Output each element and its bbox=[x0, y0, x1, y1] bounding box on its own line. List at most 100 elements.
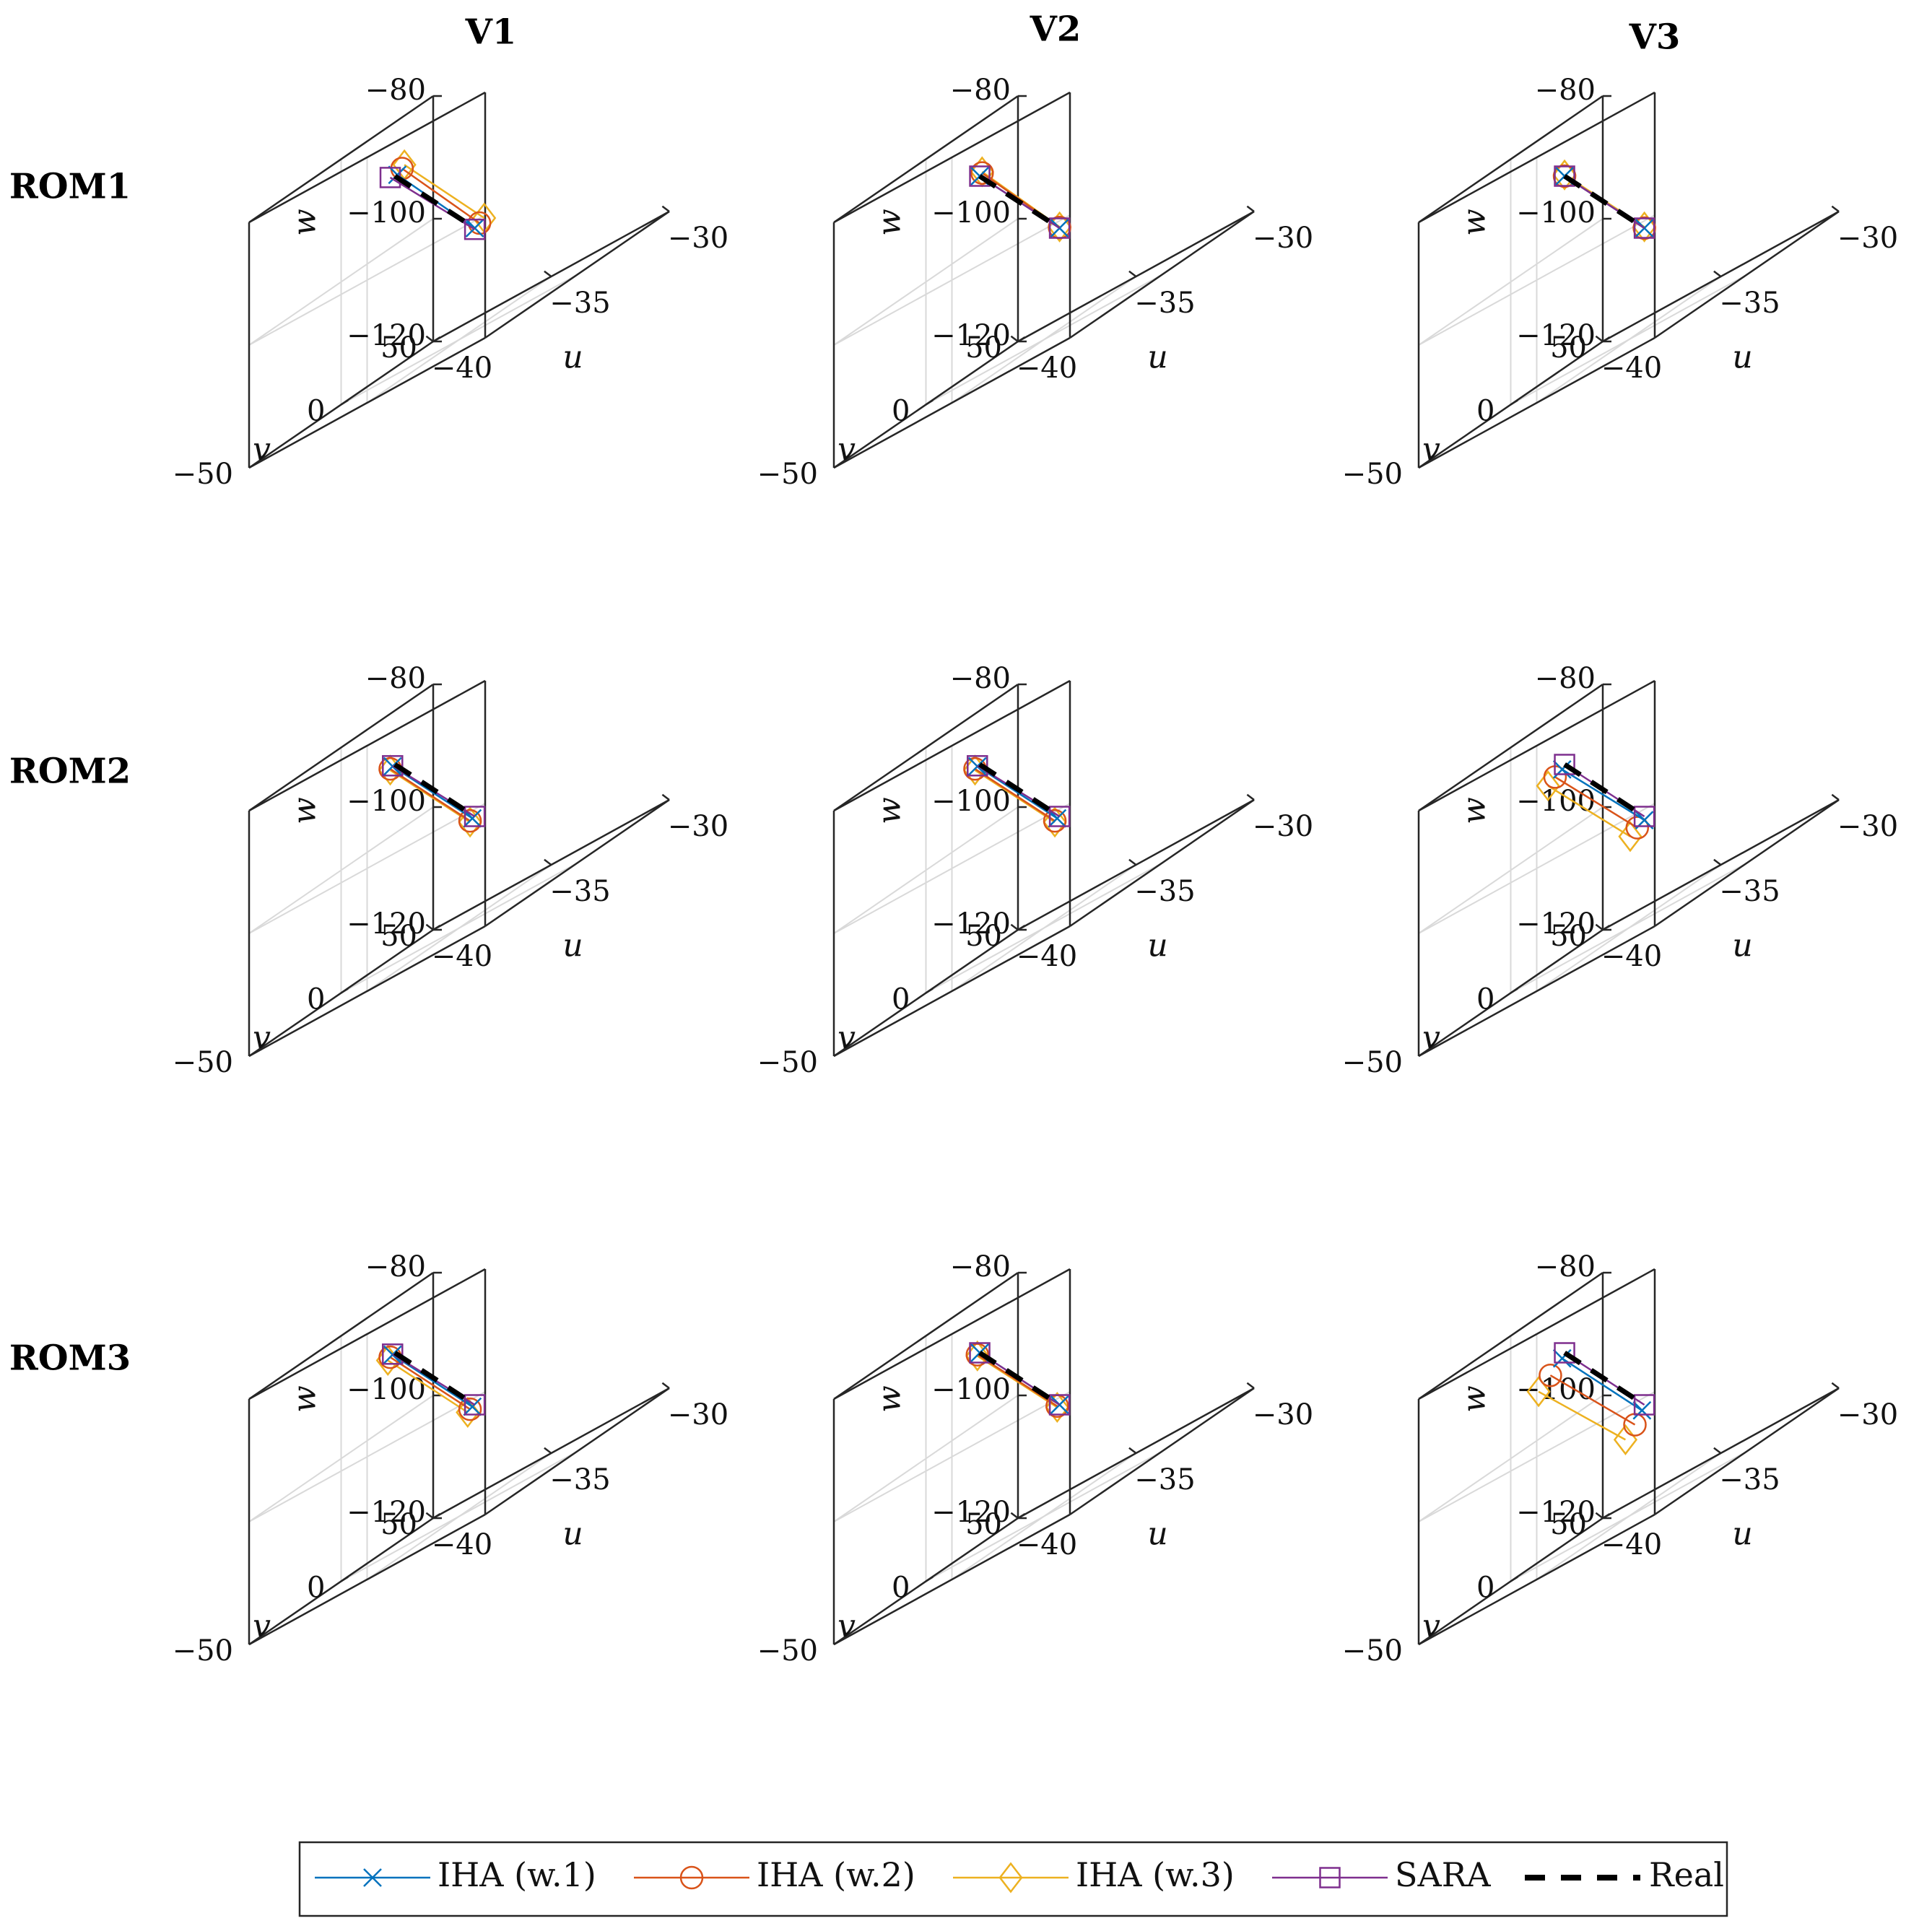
y-tick bbox=[432, 924, 441, 931]
z-axis-label: w bbox=[871, 209, 908, 236]
y-axis-label: v bbox=[253, 1608, 271, 1644]
series-line-real bbox=[1563, 762, 1646, 819]
box-edge bbox=[248, 679, 486, 812]
x-axis-label: u bbox=[562, 339, 583, 376]
legend-swatch-marker bbox=[998, 1862, 1023, 1894]
column-title-v3: V3 bbox=[1629, 17, 1681, 58]
x-tick-label: −35 bbox=[1719, 287, 1780, 320]
grid-line bbox=[248, 218, 434, 346]
legend-swatch-marker bbox=[1319, 1867, 1341, 1888]
panel-rom2-v2: −120 −100 −80 −50 0 50 −40 −35 −30 w v u bbox=[757, 662, 1314, 1079]
y-tick-label: 0 bbox=[307, 1572, 325, 1605]
x-tick-label: −30 bbox=[668, 810, 728, 843]
y-tick bbox=[1602, 924, 1611, 931]
y-tick-label: −50 bbox=[1342, 1046, 1403, 1079]
panel-rom1-v3: −120 −100 −80 −50 0 50 −40 −35 −30 w v u bbox=[1342, 74, 1899, 491]
box-edge bbox=[1654, 1387, 1840, 1516]
x-tick-label: −40 bbox=[432, 1528, 492, 1561]
y-tick bbox=[248, 1639, 257, 1646]
x-tick bbox=[1713, 858, 1722, 866]
x-tick-label: −30 bbox=[1837, 810, 1898, 843]
series-line-real bbox=[1563, 174, 1646, 230]
series-line-iha-w-3 bbox=[1547, 785, 1631, 837]
legend-entry-sara: SARA bbox=[1272, 1855, 1491, 1894]
y-tick bbox=[432, 1512, 441, 1520]
legend-label: IHA (w.3) bbox=[1076, 1855, 1235, 1894]
box-edge bbox=[833, 91, 1071, 224]
z-axis-label: w bbox=[1456, 1385, 1493, 1413]
series-marker-iha-w-3 bbox=[1552, 159, 1577, 191]
x-tick-label: −30 bbox=[1253, 810, 1313, 843]
z-tick-label: −80 bbox=[365, 74, 426, 107]
grid-line bbox=[926, 862, 1162, 994]
z-axis-label: w bbox=[1456, 797, 1493, 824]
series-marker-iha-w-2 bbox=[458, 809, 482, 833]
y-tick-label: 0 bbox=[307, 983, 325, 1016]
series-marker-iha-w-2 bbox=[1539, 1363, 1562, 1387]
series-marker-sara bbox=[1048, 806, 1071, 827]
y-tick-label: 50 bbox=[380, 1508, 417, 1541]
y-tick-label: 0 bbox=[1476, 983, 1494, 1016]
series-line-iha-w-2 bbox=[389, 768, 471, 822]
grid-line bbox=[1510, 862, 1747, 994]
x-tick-label: −40 bbox=[432, 940, 492, 973]
grid-line bbox=[341, 274, 578, 406]
y-tick bbox=[1017, 336, 1026, 343]
series-marker-iha-w-2 bbox=[1552, 164, 1577, 188]
y-tick bbox=[1418, 462, 1427, 469]
grid-line bbox=[833, 1395, 1019, 1522]
panel-rom1-v1: −120 −100 −80 −50 0 50 −40 −35 −30 w v u bbox=[173, 74, 729, 491]
z-axis-label: w bbox=[1456, 209, 1493, 236]
box-edge bbox=[833, 679, 1071, 812]
box-edge bbox=[248, 925, 486, 1058]
z-tick-label: −80 bbox=[1535, 74, 1596, 107]
y-tick-label: 50 bbox=[1550, 920, 1587, 953]
box-edge bbox=[833, 336, 1071, 469]
series-marker-sara bbox=[464, 806, 486, 827]
box-edge bbox=[833, 1513, 1071, 1646]
y-axis-label: v bbox=[837, 1019, 856, 1056]
grid-line bbox=[833, 806, 1019, 934]
series-line-real bbox=[393, 174, 477, 230]
x-tick-label: −30 bbox=[1837, 1398, 1898, 1432]
series-marker-iha-w-3 bbox=[456, 1396, 480, 1429]
x-tick-label: −40 bbox=[1601, 1528, 1662, 1561]
y-tick bbox=[1017, 924, 1026, 931]
x-axis-label: u bbox=[562, 928, 583, 964]
x-tick bbox=[425, 1512, 434, 1520]
row-title-rom1: ROM1 bbox=[9, 167, 131, 207]
box-edge bbox=[1418, 1513, 1655, 1646]
box-edge bbox=[1418, 95, 1604, 224]
panel-rom1-v2: −120 −100 −80 −50 0 50 −40 −35 −30 w v u bbox=[757, 74, 1314, 491]
series-marker-iha-w-3 bbox=[1618, 821, 1642, 853]
grid-line bbox=[248, 806, 434, 934]
z-axis-label: w bbox=[871, 1385, 908, 1413]
series-line-real bbox=[978, 174, 1061, 230]
legend-swatch-marker bbox=[679, 1865, 704, 1890]
grid-line bbox=[833, 214, 1071, 346]
y-tick bbox=[340, 988, 349, 994]
y-tick bbox=[1510, 988, 1518, 994]
legend-entry-real: Real bbox=[1525, 1855, 1724, 1894]
legend-entry-iha-w-1: IHA (w.1) bbox=[315, 1855, 596, 1894]
legend-label: IHA (w.2) bbox=[757, 1855, 915, 1894]
series-marker-iha-w-3 bbox=[1043, 806, 1067, 838]
x-tick bbox=[1595, 335, 1604, 343]
column-title-v1: V1 bbox=[465, 12, 517, 53]
box-edge bbox=[248, 95, 434, 224]
x-tick-label: −35 bbox=[549, 287, 610, 320]
y-tick bbox=[833, 1050, 842, 1058]
row-title-rom2: ROM2 bbox=[9, 751, 131, 792]
box-edge bbox=[1069, 210, 1255, 339]
z-tick-label: −120 bbox=[931, 907, 1011, 941]
z-axis-label: w bbox=[287, 209, 323, 236]
x-tick bbox=[1246, 793, 1255, 801]
grid-line bbox=[926, 1450, 1162, 1582]
z-axis-label: w bbox=[287, 797, 323, 824]
y-tick-label: 0 bbox=[307, 395, 325, 428]
series-line-iha-w-2 bbox=[974, 768, 1056, 822]
box-edge bbox=[248, 683, 434, 812]
y-tick-label: 50 bbox=[965, 1508, 1002, 1541]
grid-line bbox=[1418, 806, 1604, 934]
